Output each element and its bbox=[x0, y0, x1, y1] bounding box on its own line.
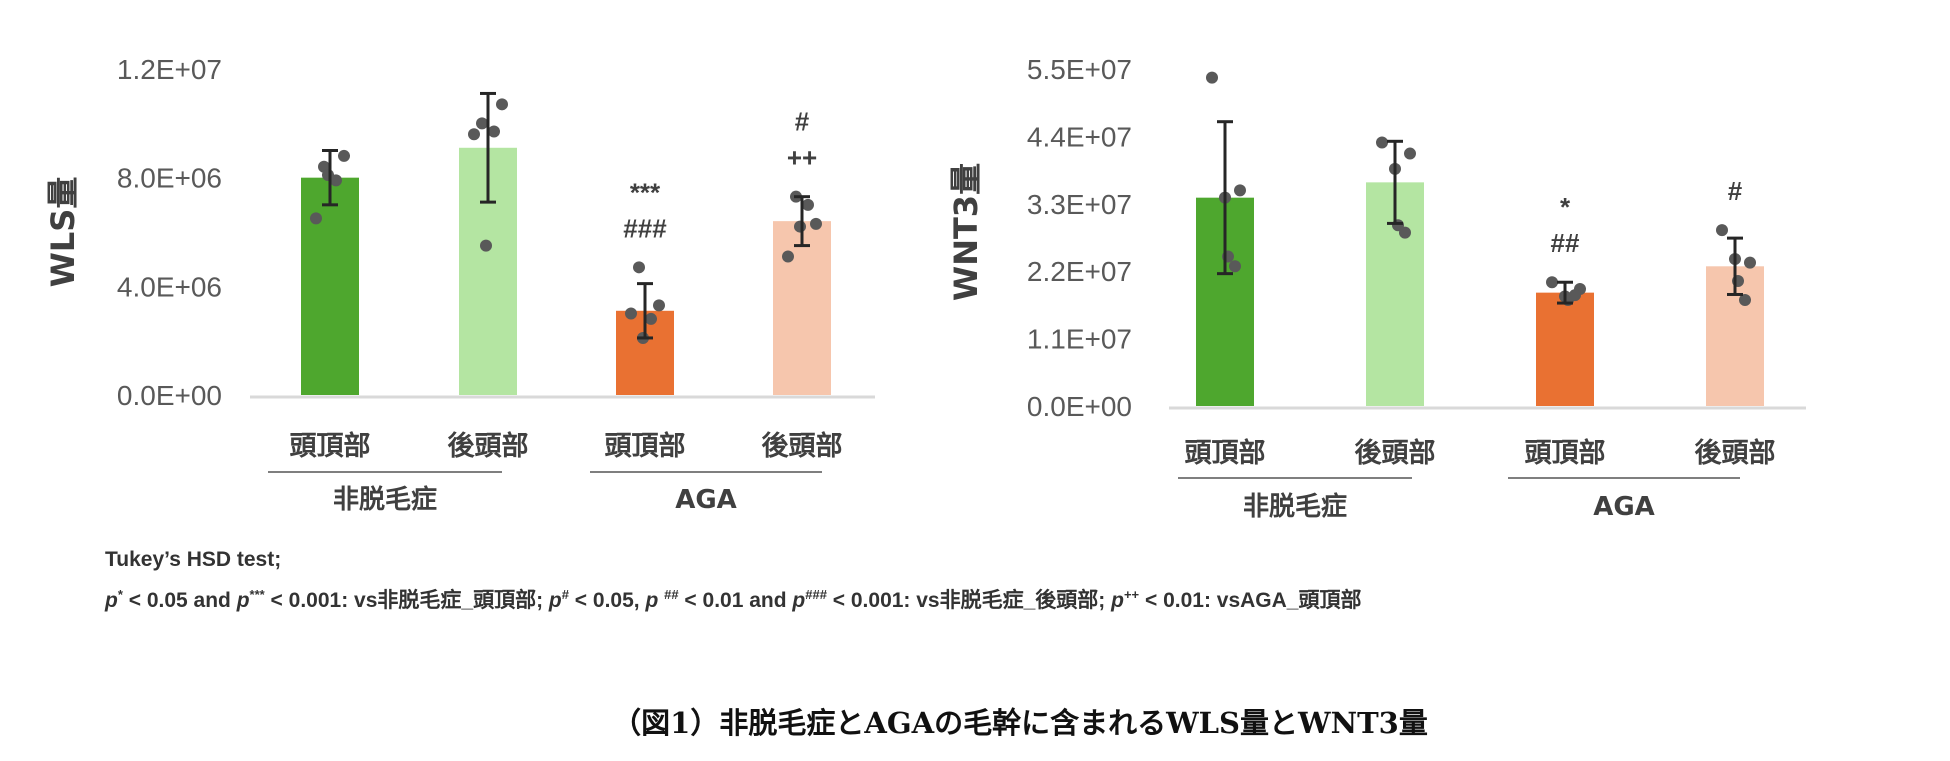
data-point bbox=[794, 220, 806, 233]
y-tick-label: 5.5E+07 bbox=[1027, 54, 1132, 85]
significance-marker: # bbox=[795, 107, 810, 137]
data-point bbox=[782, 250, 794, 263]
footnote-significance: p* < 0.05 and p*** < 0.001: vs非脱毛症_頭頂部; … bbox=[105, 587, 1362, 612]
group-label: 非脱毛症 bbox=[333, 484, 437, 515]
data-point bbox=[496, 98, 508, 111]
data-point bbox=[1399, 226, 1411, 239]
footnote-test: Tukey’s HSD test; bbox=[105, 548, 282, 571]
data-point bbox=[625, 307, 637, 320]
data-point bbox=[1546, 276, 1558, 289]
data-point bbox=[1376, 136, 1388, 149]
y-tick-label: 8.0E+06 bbox=[117, 163, 222, 194]
y-tick-label: 4.0E+06 bbox=[117, 271, 222, 302]
group-label: AGA bbox=[675, 485, 737, 515]
data-point bbox=[1744, 256, 1756, 269]
significance-marker: *** bbox=[630, 177, 661, 207]
data-point bbox=[633, 261, 645, 274]
bar-0 bbox=[301, 177, 359, 395]
y-axis-title: WLS量 bbox=[44, 177, 82, 288]
x-tick-label: 頭頂部 bbox=[1525, 437, 1606, 469]
data-point bbox=[310, 212, 322, 225]
x-tick-label: 頭頂部 bbox=[605, 430, 686, 462]
significance-marker: * bbox=[1560, 192, 1571, 222]
data-point bbox=[1569, 289, 1581, 302]
data-point bbox=[468, 128, 480, 141]
data-point bbox=[488, 125, 500, 138]
significance-marker: ## bbox=[1551, 228, 1580, 258]
x-tick-label: 後頭部 bbox=[1695, 437, 1776, 469]
group-label: AGA bbox=[1593, 492, 1655, 522]
figure-title: （図1）非脱毛症とAGAの毛幹に含まれるWLS量とWNT3量 bbox=[612, 706, 1428, 740]
data-point bbox=[480, 239, 492, 252]
bar-3 bbox=[773, 221, 831, 395]
data-point bbox=[645, 312, 657, 325]
data-point bbox=[802, 198, 814, 211]
x-tick-label: 頭頂部 bbox=[1185, 437, 1266, 469]
data-point bbox=[476, 117, 488, 130]
bar-2 bbox=[1536, 292, 1594, 406]
y-tick-label: 2.2E+07 bbox=[1027, 256, 1132, 287]
y-tick-label: 4.4E+07 bbox=[1027, 121, 1132, 152]
data-point bbox=[1229, 260, 1241, 273]
y-tick-label: 0.0E+00 bbox=[117, 380, 222, 411]
y-tick-label: 1.2E+07 bbox=[117, 54, 222, 85]
data-point bbox=[1716, 224, 1728, 237]
x-tick-label: 頭頂部 bbox=[290, 430, 371, 462]
data-point bbox=[810, 217, 822, 230]
data-point bbox=[338, 149, 350, 162]
data-point bbox=[1234, 184, 1246, 197]
significance-marker: # bbox=[1728, 176, 1743, 206]
y-axis-title: WNT3量 bbox=[947, 163, 985, 301]
x-tick-label: 後頭部 bbox=[762, 430, 843, 462]
y-tick-label: 0.0E+00 bbox=[1027, 391, 1132, 422]
data-point bbox=[1206, 71, 1218, 84]
data-point bbox=[1404, 147, 1416, 160]
y-tick-label: 1.1E+07 bbox=[1027, 324, 1132, 355]
significance-marker: ++ bbox=[787, 143, 817, 173]
data-point bbox=[653, 299, 665, 312]
data-point bbox=[1739, 293, 1751, 306]
data-point bbox=[330, 174, 342, 187]
significance-marker: ### bbox=[623, 213, 667, 243]
x-tick-label: 後頭部 bbox=[448, 430, 529, 462]
x-tick-label: 後頭部 bbox=[1355, 437, 1436, 469]
group-label: 非脱毛症 bbox=[1243, 491, 1347, 522]
y-tick-label: 3.3E+07 bbox=[1027, 189, 1132, 220]
